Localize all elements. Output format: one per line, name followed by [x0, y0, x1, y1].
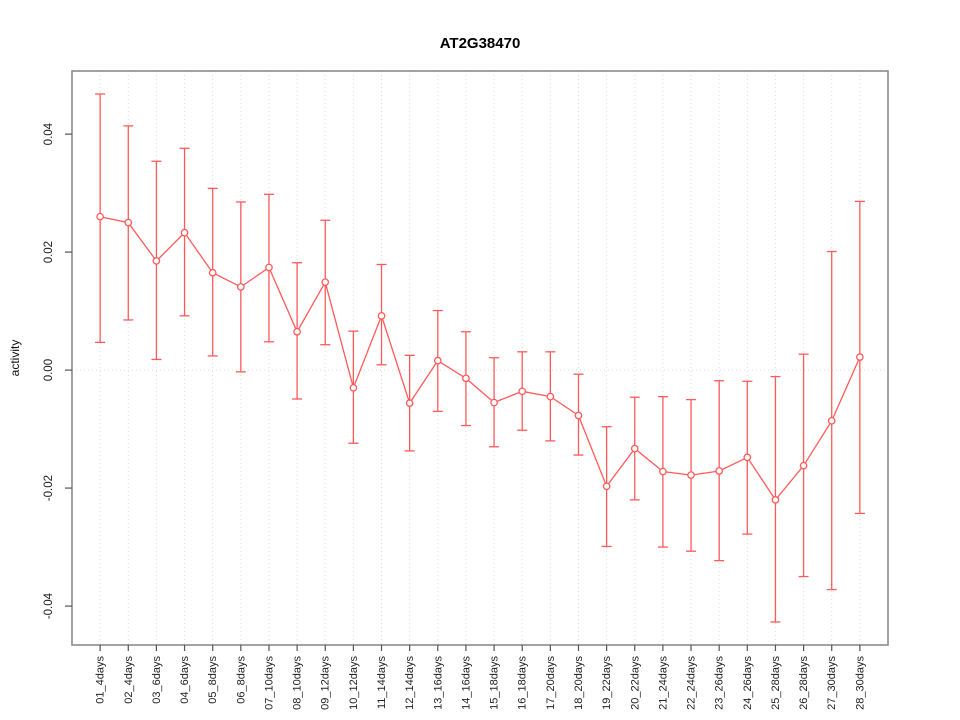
- data-point-marker: [490, 398, 498, 407]
- x-tick-label: 23_26days: [714, 656, 726, 710]
- x-tick-label: 12_14days: [404, 656, 416, 710]
- data-point-marker: [462, 374, 470, 383]
- x-tick-label: 18_20days: [573, 656, 585, 710]
- data-point-marker: [124, 218, 133, 227]
- data-point-marker: [293, 327, 301, 336]
- data-point-marker: [265, 263, 273, 272]
- data-point-marker: [208, 268, 217, 277]
- x-tick-label: 06_8days: [235, 656, 247, 704]
- data-point-marker: [743, 453, 752, 462]
- tick-layer: [65, 133, 861, 651]
- x-tick-label: 22_24days: [686, 656, 698, 710]
- x-tick-label: 16_18days: [517, 656, 529, 710]
- x-tick-label: 07_10days: [263, 656, 275, 710]
- chart-title: AT2G38470: [440, 35, 521, 52]
- x-tick-label: 11_14days: [376, 656, 388, 710]
- x-tick-label: 20_22days: [629, 656, 641, 710]
- x-tick-label: 24_26days: [742, 656, 754, 710]
- plot-box: [71, 70, 889, 646]
- x-tick-label: 09_12days: [320, 656, 332, 710]
- data-point-marker: [799, 461, 808, 470]
- data-point-marker: [687, 471, 695, 479]
- data-point-marker: [715, 467, 724, 475]
- x-tick-label: 26_28days: [798, 656, 810, 710]
- data-point-marker: [827, 416, 836, 425]
- x-tick-label: 15_18days: [489, 656, 501, 710]
- x-tick-label: 19_22days: [601, 656, 613, 710]
- x-tick-label: 25_28days: [770, 656, 782, 710]
- x-tick-label: 08_10days: [292, 656, 304, 710]
- data-point-marker: [433, 356, 442, 365]
- data-point-marker: [659, 467, 667, 476]
- y-tick-label: 0.00: [43, 359, 55, 381]
- data-point-marker: [377, 311, 386, 320]
- x-tick-label: 27_30days: [826, 656, 838, 710]
- x-tick-label: 14_16days: [460, 656, 472, 710]
- y-tick-label: 0.02: [43, 241, 55, 263]
- data-point-marker: [321, 278, 330, 287]
- data-point-marker: [236, 283, 245, 291]
- axis-label-layer: 01_4days 02_4days 03_6days 04_6days 05_8days…: [43, 122, 866, 709]
- x-tick-label: 03_6days: [151, 656, 163, 704]
- x-tick-label: 01_4days: [95, 656, 107, 704]
- x-tick-label: 10_12days: [348, 656, 360, 710]
- data-point-marker: [602, 482, 611, 491]
- data-point-marker: [771, 496, 780, 504]
- series-line: [100, 216, 861, 501]
- x-tick-label: 17_20days: [545, 656, 557, 710]
- y-tick-label: -0.04: [43, 592, 55, 619]
- y-axis-label: activity: [8, 340, 22, 377]
- data-point-marker: [405, 399, 414, 407]
- x-tick-label: 21_24days: [657, 656, 669, 710]
- x-tick-label: 02_4days: [123, 656, 135, 704]
- x-tick-label: 05_8days: [207, 656, 219, 704]
- x-tick-label: 04_6days: [179, 656, 191, 704]
- data-point-marker: [180, 228, 189, 237]
- data-point-marker: [349, 383, 358, 392]
- data-point-marker: [96, 212, 104, 221]
- data-point-marker: [152, 257, 161, 265]
- data-point-marker: [630, 444, 639, 453]
- data-point-marker: [574, 411, 583, 420]
- y-tick-label: -0.02: [43, 475, 55, 501]
- data-point-marker: [856, 353, 864, 361]
- x-tick-label: 28_30days: [854, 656, 866, 710]
- series-layer: [95, 93, 865, 623]
- data-point-marker: [518, 387, 527, 396]
- y-tick-label: 0.04: [43, 122, 55, 145]
- x-tick-label: 13_16days: [432, 656, 444, 710]
- grid-layer: [72, 71, 888, 645]
- data-point-marker: [546, 392, 555, 401]
